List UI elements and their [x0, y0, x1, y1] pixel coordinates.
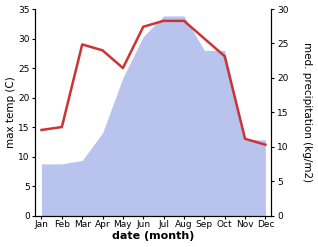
Y-axis label: med. precipitation (kg/m2): med. precipitation (kg/m2) [302, 42, 313, 182]
Y-axis label: max temp (C): max temp (C) [5, 76, 16, 148]
X-axis label: date (month): date (month) [112, 231, 195, 242]
